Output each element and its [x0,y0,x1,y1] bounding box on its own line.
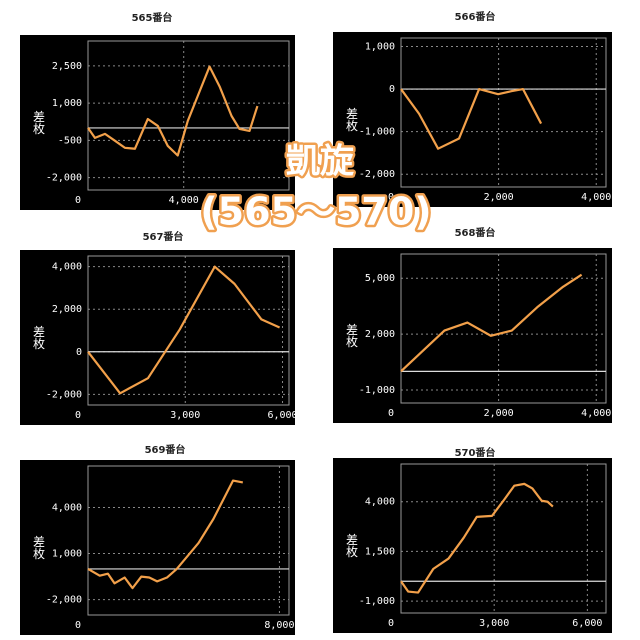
y-tick-label: 0 [76,347,82,358]
panel [333,248,612,423]
panel [20,250,295,425]
y-tick-label: -2,000 [359,169,395,180]
y-axis-label: 差枚 [345,107,359,132]
y-axis-label: 差枚 [345,533,359,558]
x-tick-label: 6,000 [572,618,602,629]
y-tick-label: -1,000 [359,385,395,396]
chart-title: 566番台 [455,10,496,23]
series-line [400,87,543,150]
y-tick-label: -2,000 [46,389,82,400]
banner-line1: 凱旋 [286,142,354,182]
y-tick-label: 4,000 [52,262,82,273]
y-tick-label: -2,000 [46,595,82,606]
y-tick-label: 4,000 [365,497,395,508]
plot-frame [400,253,607,404]
chart-title: 569番台 [145,443,186,456]
plot-frame [87,465,290,616]
y-tick-label: 0 [389,84,395,95]
y-axis-label: 差枚 [345,323,359,348]
series-line [400,273,583,373]
x-tick-label: 4,000 [581,192,611,203]
x-tick-label: 0 [388,408,394,419]
x-tick-label: 8,000 [264,620,294,631]
x-tick-label: 2,000 [484,408,514,419]
y-tick-label: 2,000 [365,329,395,340]
y-tick-label: -2,000 [46,173,82,184]
x-tick-label: 0 [388,192,394,203]
x-tick-label: 0 [388,618,394,629]
panel [20,35,295,210]
chart-title: 570番台 [455,446,496,459]
y-tick-label: 1,000 [365,42,395,53]
y-tick-label: -1,000 [359,127,395,138]
y-tick-label: 1,000 [52,549,82,560]
series-line [87,479,244,590]
x-tick-label: 6,000 [267,410,297,421]
x-tick-label: 4,000 [581,408,611,419]
y-tick-label: 2,000 [52,304,82,315]
y-tick-label: 5,000 [365,273,395,284]
y-tick-label: 1,500 [365,546,395,557]
banner-line2: (565〜570) [200,190,431,234]
banner: 凱旋 (565〜570) [198,139,434,236]
panel [20,460,295,635]
x-tick-label: 0 [75,620,81,631]
series-line [87,265,281,395]
x-tick-label: 3,000 [479,618,509,629]
plot-frame [400,37,607,188]
y-tick-label: 4,000 [52,502,82,513]
series-line [87,65,259,157]
y-axis-label: 差枚 [32,325,46,350]
series-line [400,482,554,594]
chart-title: 565番台 [132,11,173,24]
plot-frame [87,40,290,191]
y-tick-label: -1,000 [359,596,395,607]
x-tick-label: 2,000 [484,192,514,203]
y-tick-label: 1,000 [52,98,82,109]
y-axis-label: 差枚 [32,110,46,135]
y-tick-label: -500 [58,135,82,146]
y-tick-label: 2,500 [52,61,82,72]
plot-frame [87,255,290,406]
panel [333,32,612,207]
x-tick-label: 4,000 [169,195,199,206]
plot-frame [400,463,607,614]
x-tick-label: 3,000 [170,410,200,421]
x-tick-label: 0 [75,195,81,206]
y-axis-label: 差枚 [32,535,46,560]
x-tick-label: 0 [75,410,81,421]
chart-title: 568番台 [455,226,496,239]
chart-title: 567番台 [143,230,184,243]
panel [333,458,612,633]
